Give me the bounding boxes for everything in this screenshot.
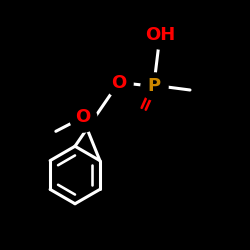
Text: OH: OH: [145, 26, 175, 44]
Text: O: O: [111, 74, 126, 92]
Text: P: P: [147, 77, 160, 95]
Text: O: O: [75, 108, 90, 126]
